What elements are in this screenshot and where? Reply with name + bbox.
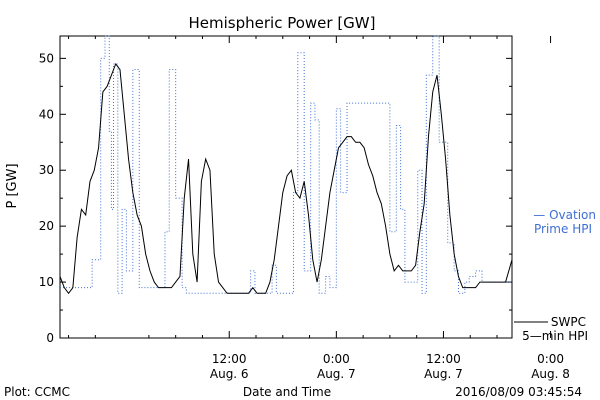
y-tick-label: 10 bbox=[39, 275, 54, 289]
x-tick-date-label: Aug. 7 bbox=[317, 367, 356, 381]
footer-plot-credit: Plot: CCMC bbox=[4, 385, 70, 399]
legend-ovation-line1: — Ovation bbox=[533, 208, 596, 222]
x-tick-time-label: 12:00 bbox=[426, 352, 461, 366]
y-tick-label: 40 bbox=[39, 107, 54, 121]
plot-frame bbox=[59, 35, 513, 339]
footer-timestamp: 2016/08/09 03:45:54 bbox=[455, 385, 582, 399]
legend-ovation-line2: Prime HPI bbox=[534, 222, 592, 236]
series-layer bbox=[59, 35, 513, 295]
y-tick-label: 50 bbox=[39, 51, 54, 65]
swpc-series bbox=[59, 62, 513, 295]
y-tick-label: 0 bbox=[46, 331, 54, 345]
chart-title: Hemispheric Power [GW] bbox=[189, 14, 376, 32]
y-axis: 0 10 20 30 40 50 bbox=[39, 51, 512, 345]
x-tick-date-label: Aug. 6 bbox=[210, 367, 249, 381]
x-tick-time-label: 0:00 bbox=[537, 352, 564, 366]
ovation-prime-series bbox=[60, 35, 512, 294]
x-tick-time-label: 0:00 bbox=[323, 352, 350, 366]
x-axis-label: Date and Time bbox=[243, 385, 331, 399]
legend-swpc-line2: 5—min HPI bbox=[522, 329, 588, 343]
x-tick-date-label: Aug. 8 bbox=[531, 367, 570, 381]
y-tick-label: 20 bbox=[39, 219, 54, 233]
y-tick-label: 30 bbox=[39, 163, 54, 177]
legend: — Ovation Prime HPI SWPC 5—min HPI bbox=[514, 208, 596, 343]
legend-swpc-line1: SWPC bbox=[551, 315, 586, 329]
y-axis-label: P [GW] bbox=[5, 163, 20, 208]
x-tick-date-label: Aug. 7 bbox=[424, 367, 463, 381]
x-tick-time-label: 12:00 bbox=[212, 352, 247, 366]
